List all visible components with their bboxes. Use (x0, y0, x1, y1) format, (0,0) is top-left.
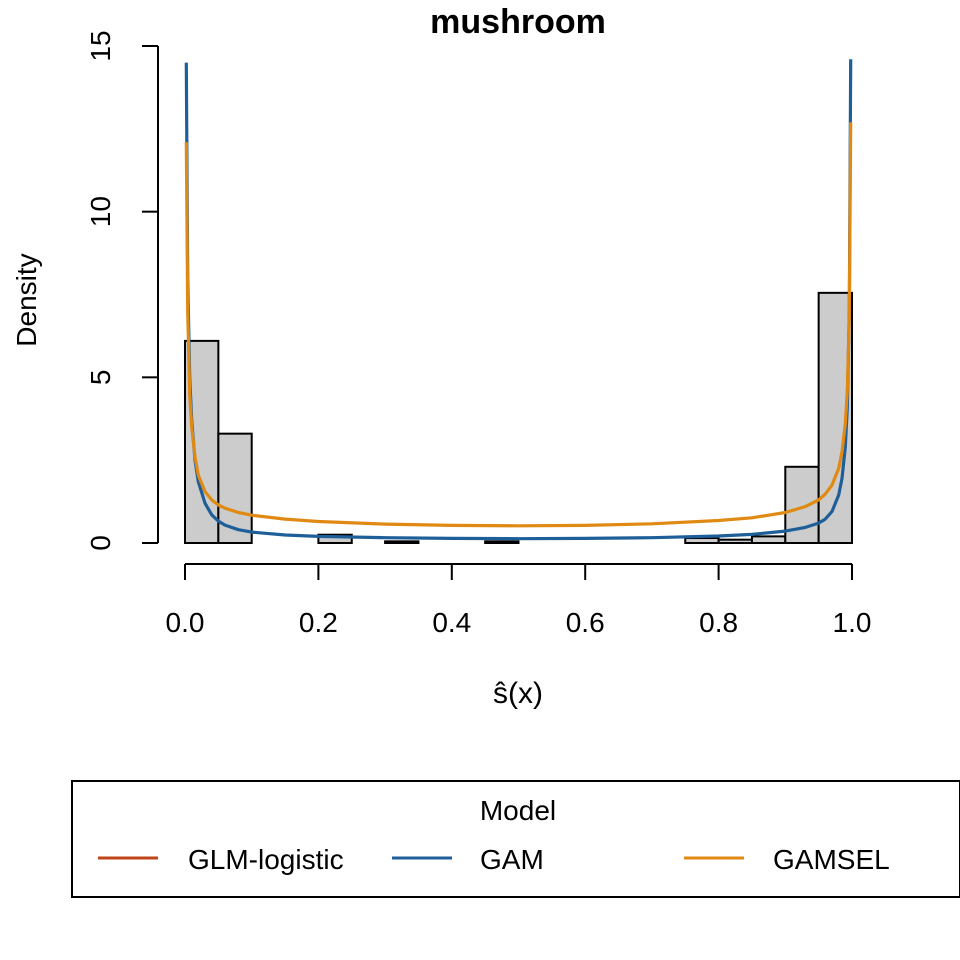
y-tick-label: 0 (85, 535, 116, 551)
legend-title: Model (480, 795, 556, 826)
histogram-bar-16 (717, 538, 753, 544)
x-axis-label: ŝ(x) (493, 677, 543, 710)
histogram-bar-6 (384, 540, 420, 544)
y-tick-label: 5 (85, 370, 116, 386)
legend: Model GLM-logistic GAM GAMSEL (71, 780, 960, 898)
y-tick-label: 10 (85, 196, 116, 227)
histogram-bar-4 (317, 533, 353, 545)
histogram-bar-1 (217, 432, 253, 544)
x-tick-label: 0.0 (166, 607, 205, 638)
x-tick-label: 1.0 (833, 607, 872, 638)
legend-label-gam: GAM (480, 844, 544, 875)
histogram-bar-17 (750, 535, 787, 545)
legend-entry-glm-logistic: GLM-logistic (98, 844, 344, 875)
x-tick-label: 0.6 (566, 607, 605, 638)
histogram-bar-15 (684, 537, 720, 545)
chart-title: mushroom (430, 3, 606, 41)
legend-label-glm-logistic: GLM-logistic (188, 844, 344, 875)
density-curves (184, 59, 853, 541)
x-tick-label: 0.8 (699, 607, 738, 638)
legend-entry-gam: GAM (392, 844, 544, 875)
histogram-bars (184, 291, 854, 545)
x-tick-label: 0.4 (432, 607, 471, 638)
y-tick-label: 15 (85, 30, 116, 61)
legend-label-gamsel: GAMSEL (773, 844, 890, 875)
x-axis: 0.0 0.2 0.4 0.6 0.8 1.0 (166, 563, 872, 638)
histogram-bar-9 (484, 540, 520, 544)
legend-entry-gamsel: GAMSEL (684, 844, 890, 875)
y-axis-label: Density (11, 253, 42, 346)
density-curve-gamsel (184, 122, 853, 528)
density-curve-gam (184, 59, 853, 541)
legend-box (71, 780, 960, 898)
x-tick-label: 0.2 (299, 607, 338, 638)
y-axis: 0 5 10 15 (85, 30, 159, 551)
